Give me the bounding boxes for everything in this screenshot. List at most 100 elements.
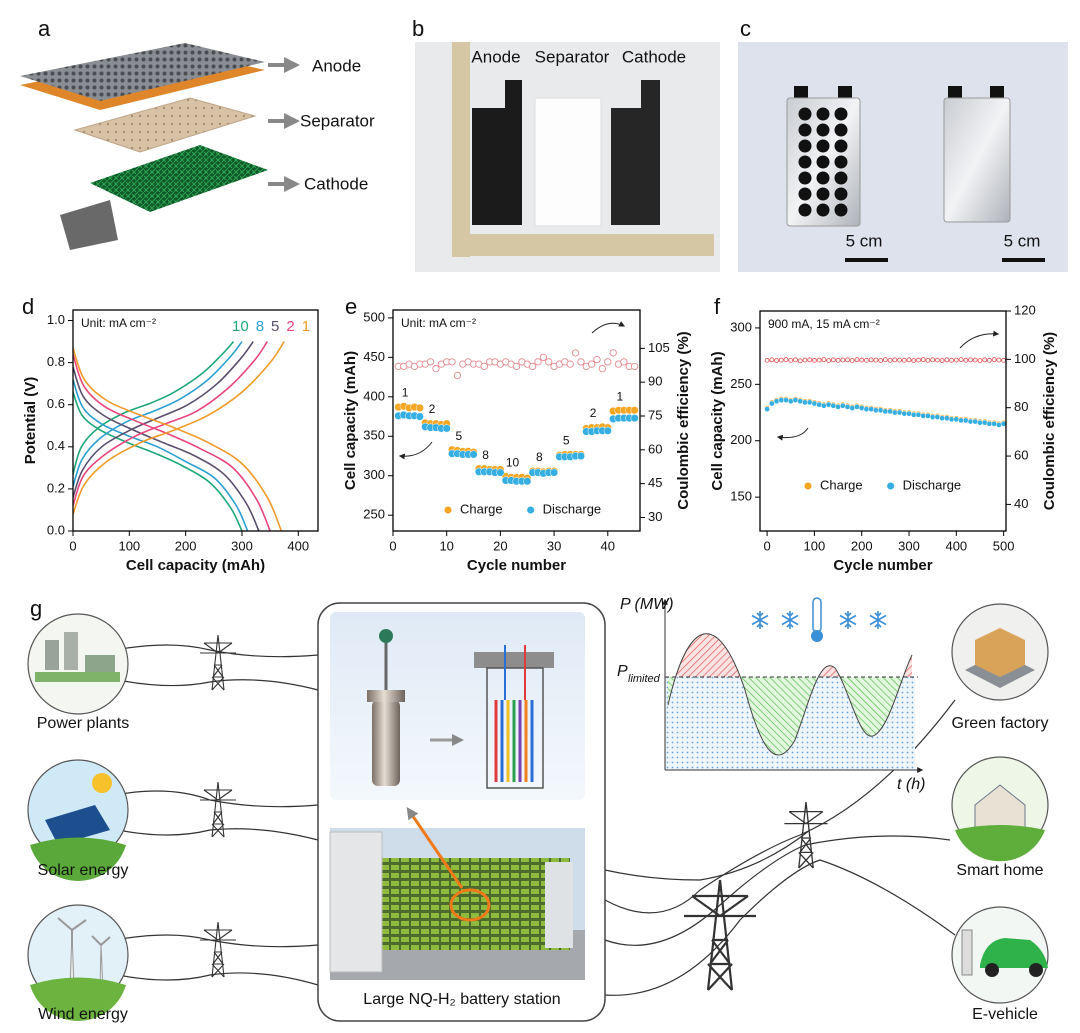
inset-x-label: t (h): [897, 776, 925, 793]
hole: [798, 155, 812, 169]
legend-label: 2: [286, 318, 294, 335]
efficiency-point: [793, 357, 798, 363]
efficiency-point: [577, 358, 585, 366]
y2-axis-title: Coulombic efficiency (%): [675, 331, 692, 509]
source-label: Wind energy: [38, 1006, 128, 1023]
capacity-point: [630, 414, 639, 423]
capacity-point: [854, 404, 860, 410]
y2-axis-title: Coulombic efficiency (%): [1041, 332, 1058, 510]
capacity-point: [887, 408, 893, 415]
x-tick-label: 400: [945, 538, 967, 553]
curve-charge: [73, 341, 235, 475]
y-axis-title: Cell capacity (mAh): [709, 351, 726, 490]
capacity-point: [934, 414, 941, 420]
x-tick-label: 0: [763, 538, 770, 553]
legend-label: 10: [232, 318, 249, 335]
capacity-point: [986, 420, 993, 427]
hole: [816, 155, 830, 169]
capacity-point: [896, 409, 903, 416]
capacity-point: [603, 426, 612, 435]
panel-label: f: [714, 294, 721, 319]
efficiency-point: [604, 358, 612, 366]
efficiency-point: [545, 358, 553, 366]
y2-tick-label: 60: [648, 441, 662, 456]
capacity-point: [811, 400, 818, 407]
efficiency-point: [571, 349, 580, 357]
annotation: Unit: mA cm⁻²: [401, 316, 476, 330]
capacity-point: [981, 419, 988, 426]
capacity-point: [778, 397, 785, 403]
y-tick-label: 250: [730, 376, 752, 391]
efficiency-point: [901, 357, 907, 363]
efficiency-point: [845, 357, 850, 363]
plot-area: [394, 349, 639, 486]
curve-discharge: [73, 353, 271, 531]
capacity-point: [958, 417, 964, 424]
efficiency-point: [920, 357, 926, 363]
pouch-holes: [798, 107, 848, 217]
capacity-point: [873, 407, 879, 414]
y2-tick-label: 60: [1014, 447, 1028, 462]
efficiency-point: [972, 357, 978, 363]
y-tick-label: 350: [363, 428, 385, 443]
capacity-point: [630, 406, 639, 415]
curve-discharge: [73, 391, 243, 531]
x-tick-label: 100: [118, 538, 140, 553]
y-tick-label: 200: [730, 432, 752, 447]
efficiency-point: [849, 358, 855, 364]
y-axis-title: Potential (V): [22, 377, 39, 465]
x-tick-label: 500: [993, 538, 1015, 553]
efficiency-point: [480, 362, 488, 371]
electrode-photo: [415, 42, 720, 272]
panel-label: b: [412, 16, 424, 41]
curve-charge: [73, 341, 254, 498]
legend-label: Charge: [460, 501, 503, 516]
layer-label: Anode: [312, 56, 361, 75]
photo-label: Separator: [535, 47, 610, 66]
y2-tick-label: 90: [648, 374, 662, 389]
capacity-point: [849, 405, 856, 411]
efficiency-point: [873, 357, 879, 363]
efficiency-point: [944, 357, 950, 363]
plot-frame: [72, 309, 319, 532]
x-axis-title: Cycle number: [833, 557, 932, 574]
capacity-point: [787, 398, 794, 405]
efficiency-point: [868, 357, 874, 363]
curve-discharge: [73, 347, 283, 531]
x-axis-title: Cell capacity (mAh): [126, 557, 265, 574]
y-tick-label: 450: [363, 349, 385, 364]
capacity-point: [877, 407, 884, 414]
efficiency-point: [911, 358, 917, 364]
scale-bar-label: 5 cm: [1004, 231, 1041, 250]
y-tick-label: 0.8: [47, 354, 65, 369]
capacity-point: [920, 413, 927, 419]
efficiency-point: [878, 358, 884, 364]
capacity-point: [915, 411, 922, 418]
capacity-point: [496, 468, 505, 477]
efficiency-point: [826, 358, 832, 364]
curve-discharge: [73, 366, 260, 531]
hole: [816, 171, 830, 185]
capacity-point: [929, 414, 936, 420]
legend-label: Discharge: [543, 501, 602, 516]
capacity-point: [939, 415, 945, 422]
capacity-point: [469, 450, 478, 459]
capacity-point: [910, 411, 917, 418]
y-tick-label: 0.2: [47, 480, 65, 495]
capacity-point: [783, 397, 789, 403]
y-tick-label: 0.4: [47, 438, 65, 453]
efficiency-point: [802, 357, 808, 363]
efficiency-point: [426, 358, 435, 366]
y2-tick-label: 80: [1014, 399, 1028, 414]
inset-limit-label: P: [617, 663, 628, 680]
capacity-point: [802, 399, 808, 406]
station-label: Large NQ-H₂ battery station: [363, 991, 560, 1008]
capacity-point: [944, 415, 950, 422]
efficiency-point: [916, 357, 921, 363]
capacity-point: [821, 402, 827, 409]
efficiency-point: [934, 357, 940, 363]
capacity-point: [816, 401, 822, 408]
rate-label: 5: [455, 429, 462, 443]
y-tick-label: 150: [730, 489, 752, 504]
efficiency-point: [566, 360, 574, 368]
